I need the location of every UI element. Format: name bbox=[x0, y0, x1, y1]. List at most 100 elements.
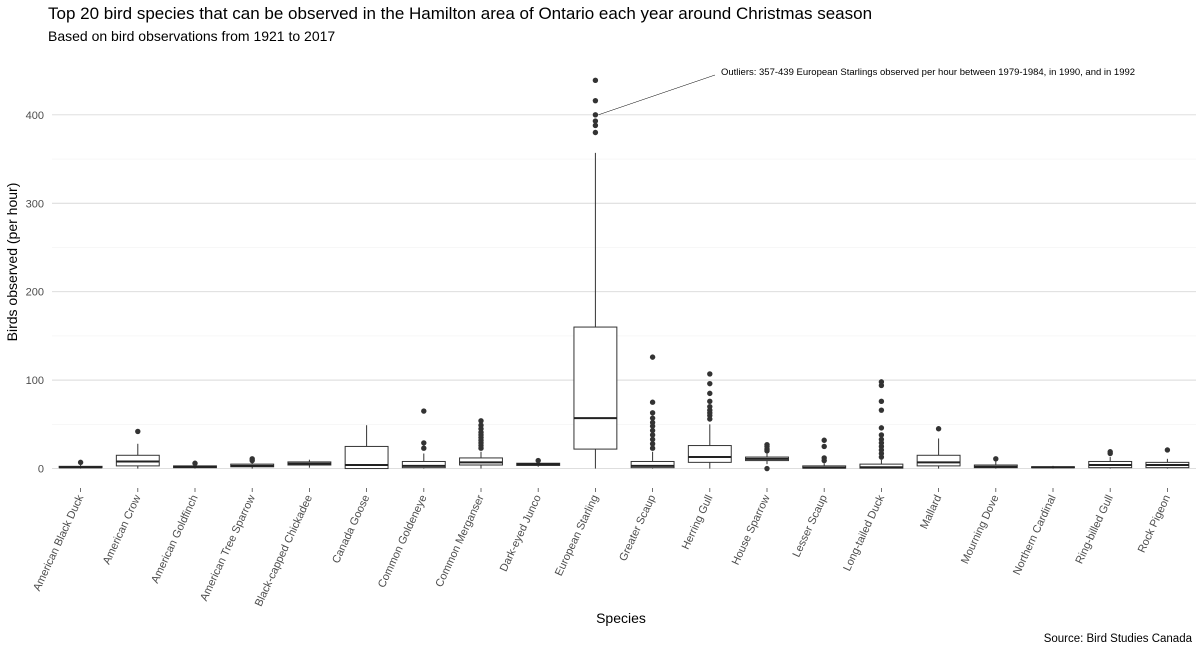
outlier-point bbox=[1107, 449, 1113, 455]
x-tick-label: Herring Gull bbox=[680, 493, 716, 551]
outlier-point bbox=[935, 426, 942, 432]
outlier-point bbox=[878, 425, 885, 431]
outlier-point bbox=[478, 422, 484, 428]
outlier-point bbox=[649, 441, 656, 447]
box-common-goldeneye bbox=[401, 408, 446, 469]
box-common-merganser bbox=[459, 418, 503, 469]
y-axis-ticks: 0 100 200 300 400 bbox=[26, 110, 44, 476]
x-tick-label: Canada Goose bbox=[330, 493, 372, 565]
outlier-point bbox=[878, 432, 885, 438]
outlier-point bbox=[77, 459, 84, 466]
annotation-leader-line bbox=[598, 74, 716, 116]
outlier-point bbox=[821, 443, 827, 450]
annotation-text: Outliers: 357-439 European Starlings obs… bbox=[721, 67, 1135, 78]
outlier-point bbox=[592, 112, 599, 118]
box-rock-pigeon bbox=[1145, 447, 1190, 469]
y-tick-label: 300 bbox=[26, 198, 44, 210]
y-axis-title: Birds observed (per hour) bbox=[4, 183, 20, 342]
gridlines bbox=[52, 114, 1196, 469]
outlier-point bbox=[649, 436, 656, 443]
box-herring-gull bbox=[687, 371, 732, 469]
outlier-point bbox=[649, 427, 656, 434]
x-tick-label: American Crow bbox=[101, 493, 144, 566]
x-tick-label: Common Goldeneye bbox=[376, 493, 430, 590]
x-tick-label: American Black Duck bbox=[31, 493, 86, 593]
outlier-point bbox=[649, 399, 656, 405]
chart-caption: Source: Bird Studies Canada bbox=[1044, 633, 1193, 645]
outlier-point bbox=[707, 380, 713, 387]
x-tick-label: Northern Cardinal bbox=[1011, 493, 1059, 577]
box-northern-cardinal bbox=[1031, 465, 1075, 469]
y-tick-label: 100 bbox=[26, 375, 44, 387]
outlier-point bbox=[707, 398, 713, 405]
box-ring-billed-gull bbox=[1088, 449, 1133, 469]
outlier-point bbox=[649, 410, 656, 416]
outlier-point bbox=[764, 441, 770, 448]
outlier-point bbox=[421, 445, 427, 451]
outlier-point bbox=[707, 390, 713, 397]
box-american-black-duck bbox=[58, 459, 103, 469]
outlier-point bbox=[649, 354, 656, 360]
box-mallard bbox=[916, 426, 961, 469]
outlier-point bbox=[1164, 447, 1171, 453]
x-tick-label: Common Merganser bbox=[433, 493, 486, 589]
box-iqr bbox=[573, 326, 618, 450]
outlier-point bbox=[993, 456, 999, 462]
outlier-point bbox=[421, 440, 427, 446]
outlier-point bbox=[535, 457, 541, 464]
y-tick-label: 200 bbox=[26, 287, 44, 299]
box-mourning-dove bbox=[973, 456, 1018, 469]
box-american-goldfinch bbox=[173, 460, 217, 469]
x-tick-label: Dark-eyed Junco bbox=[498, 493, 544, 573]
x-tick-label: American Tree Sparrow bbox=[198, 493, 258, 603]
box-iqr bbox=[630, 460, 675, 469]
x-axis-ticks: American Black Duck American Crow American… bbox=[31, 488, 1173, 609]
outlier-point bbox=[649, 415, 656, 421]
x-tick-label: European Starling bbox=[553, 493, 601, 578]
x-tick-label: Mourning Dove bbox=[959, 493, 1001, 566]
x-tick-label: House Sparrow bbox=[730, 493, 773, 567]
box-long-tailed-duck bbox=[859, 379, 904, 469]
x-tick-label: Greater Scaup bbox=[617, 493, 658, 563]
outlier-point bbox=[707, 371, 713, 377]
outlier-point bbox=[592, 77, 599, 84]
outlier-point bbox=[592, 97, 599, 104]
outlier-point bbox=[249, 456, 255, 462]
box-iqr bbox=[916, 454, 961, 467]
outlier-point bbox=[764, 465, 770, 472]
box-american-tree-sparrow bbox=[230, 456, 275, 469]
y-tick-label: 0 bbox=[38, 464, 44, 476]
outlier-point bbox=[592, 129, 599, 136]
outlier-point bbox=[821, 455, 827, 461]
chart-subtitle: Based on bird observations from 1921 to … bbox=[48, 28, 335, 44]
box-lesser-scaup bbox=[802, 437, 847, 469]
y-tick-label: 400 bbox=[26, 110, 44, 122]
box-black-capped-chickadee bbox=[287, 459, 332, 468]
outlier-point bbox=[878, 379, 885, 385]
x-tick-label: Rock Pigeon bbox=[1136, 493, 1173, 555]
outlier-point bbox=[649, 445, 656, 451]
box-dark-eyed-junco bbox=[516, 457, 561, 467]
box-american-crow bbox=[115, 428, 160, 469]
outlier-point bbox=[421, 408, 427, 414]
x-tick-label: Lesser Scaup bbox=[791, 493, 830, 559]
box-house-sparrow bbox=[745, 441, 789, 472]
outlier-point bbox=[192, 460, 198, 466]
x-tick-label: Mallard bbox=[918, 493, 944, 531]
outlier-point bbox=[878, 436, 885, 443]
box-iqr bbox=[687, 445, 732, 463]
x-tick-label: Ring-billed Gull bbox=[1074, 493, 1116, 566]
outlier-point bbox=[592, 118, 599, 124]
x-tick-label: Black-capped Chickadee bbox=[253, 493, 315, 608]
outlier-point bbox=[878, 407, 885, 413]
chart-title: Top 20 bird species that can be observed… bbox=[48, 4, 872, 23]
box-greater-scaup bbox=[630, 354, 675, 469]
box-iqr bbox=[344, 445, 389, 470]
box-iqr bbox=[401, 460, 446, 469]
outlier-point bbox=[135, 428, 141, 435]
outlier-point bbox=[878, 398, 885, 405]
box-canada-goose bbox=[344, 425, 389, 470]
x-tick-label: Long-tailed Duck bbox=[841, 493, 887, 573]
outlier-point bbox=[821, 437, 827, 443]
